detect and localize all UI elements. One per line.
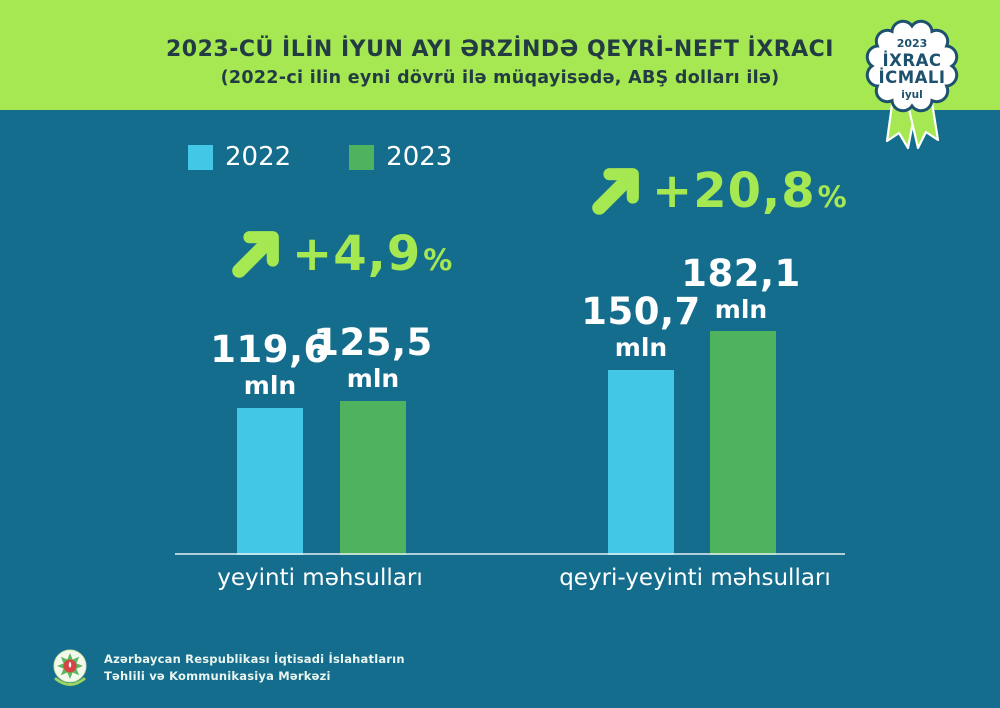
x-axis-baseline [175,553,845,555]
bar-value-food-2023: 125,5 mln [313,320,433,393]
legend-item-2023: 2023 [349,142,452,172]
bar-food-2023 [340,401,406,555]
legend-item-2022: 2022 [188,142,291,172]
state-emblem-icon [53,649,87,686]
badge-title-line2: İCMALI [878,68,945,87]
organization-line1: Azərbaycan Respublikası İqtisadi İslahat… [104,652,405,666]
badge-title-line1: İXRAC [883,51,942,70]
export-review-badge: 2023 İXRAC İCMALI iyul [858,10,966,152]
header-band: 2023-CÜ İLİN İYUN AYI ƏRZİNDƏ QEYRİ-NEFT… [0,0,1000,110]
growth-percent-nonfood: +20,8 [652,163,816,219]
legend-swatch-2023 [349,144,375,170]
category-label-food: yeyinti məhsulları [217,565,423,591]
legend-label-2022: 2022 [225,142,292,172]
rosette-seal-icon: 2023 İXRAC İCMALI iyul [865,19,959,150]
organization-line2: Təhlili və Kommunikasiya Mərkəzi [104,669,331,683]
badge-month: iyul [901,89,923,101]
category-label-nonfood: qeyri-yeyinti məhsulları [559,565,831,591]
bar-nonfood-2022 [608,370,674,555]
up-right-arrow-icon [592,168,639,215]
growth-indicator-nonfood: +20,8 % [588,163,847,219]
growth-value-nonfood: +20,8 % [652,163,847,219]
growth-indicator-food: +4,9 % [228,226,452,282]
legend-label-2023: 2023 [386,142,453,172]
page-subtitle: (2022-ci ilin eyni dövrü ilə müqayisədə,… [220,67,780,88]
bar-value-nonfood-2023: 182,1 mln [681,251,801,324]
chart-legend: 2022 2023 [188,142,452,172]
up-right-arrow-icon [232,231,279,278]
bar-food-2022 [237,408,303,555]
percent-sign: % [423,243,453,277]
badge-year: 2023 [897,37,928,50]
bar-nonfood-2023 [710,331,776,555]
bar-value-food-2022: 119,6 mln [210,327,330,400]
organization-name: Azərbaycan Respublikası İqtisadi İslahat… [104,651,405,685]
growth-percent-food: +4,9 [292,226,422,282]
percent-sign: % [817,180,847,214]
bar-value-nonfood-2022: 150,7 mln [581,289,701,362]
legend-swatch-2022 [188,144,213,170]
growth-value-food: +4,9 % [292,226,452,282]
page-title: 2023-CÜ İLİN İYUN AYI ƏRZİNDƏ QEYRİ-NEFT… [165,36,834,62]
footer: Azərbaycan Respublikası İqtisadi İslahat… [50,646,405,690]
